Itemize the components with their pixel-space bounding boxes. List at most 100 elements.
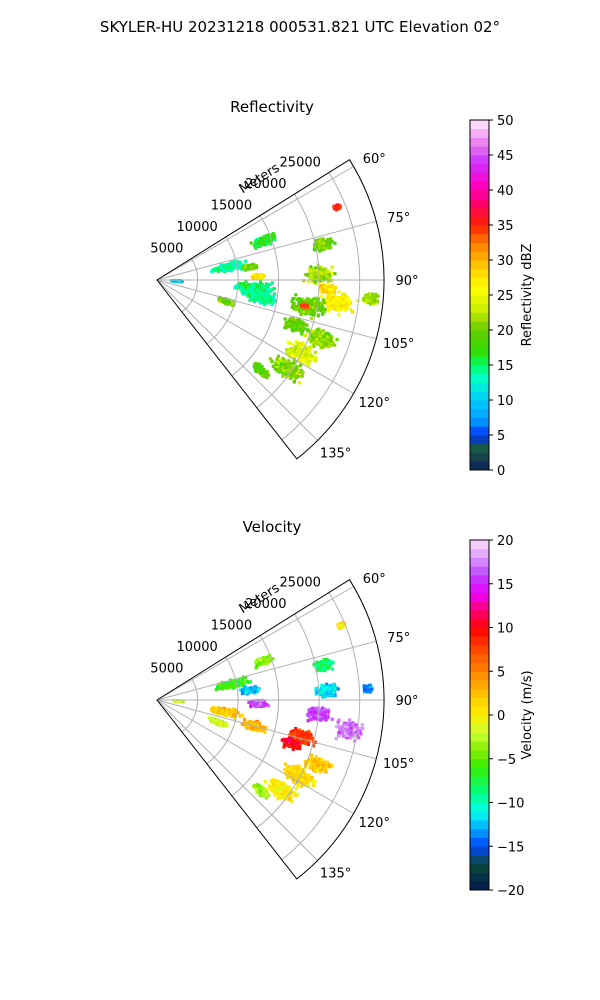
echo-gate bbox=[328, 293, 332, 297]
echo-gate bbox=[324, 338, 328, 342]
echo-gate bbox=[332, 293, 336, 297]
echo-gate bbox=[216, 708, 221, 712]
echo-gate bbox=[336, 720, 340, 724]
colorbar-step bbox=[470, 251, 489, 261]
range-tick-label: 10000 bbox=[176, 220, 217, 235]
echo-gate bbox=[264, 240, 268, 244]
echo-gate bbox=[330, 265, 334, 269]
echo-gate bbox=[315, 342, 320, 346]
echo-gate bbox=[270, 359, 274, 363]
echo-gate bbox=[265, 288, 269, 292]
echo-gate bbox=[308, 356, 312, 360]
echo-gate bbox=[262, 704, 266, 708]
echo-gate bbox=[285, 350, 289, 354]
echo-gate bbox=[258, 700, 262, 704]
echo-gate bbox=[304, 273, 308, 277]
echo-gate bbox=[326, 709, 330, 713]
echo-gate bbox=[361, 726, 365, 731]
echo-gate bbox=[259, 729, 263, 733]
echo-gate bbox=[353, 739, 357, 743]
echo-gate bbox=[278, 370, 282, 374]
echo-gate bbox=[210, 708, 214, 712]
echo-gate bbox=[322, 343, 327, 347]
echo-gate bbox=[241, 722, 245, 727]
echo-gate bbox=[344, 298, 348, 302]
echo-gate bbox=[306, 328, 310, 332]
echo-gate bbox=[223, 723, 227, 727]
echo-gate bbox=[233, 260, 237, 264]
echo-gate bbox=[375, 294, 379, 298]
echo-gate bbox=[296, 371, 300, 375]
echo-gate bbox=[247, 700, 251, 705]
echo-gate bbox=[290, 299, 294, 303]
echo-gate bbox=[214, 687, 218, 692]
echo-gate bbox=[330, 667, 335, 671]
echo-gate bbox=[262, 728, 266, 732]
echo-gate bbox=[318, 244, 322, 248]
echo-gate bbox=[250, 726, 254, 730]
echo-gate bbox=[297, 381, 301, 385]
echo-gate bbox=[287, 347, 291, 351]
echo-gate bbox=[317, 249, 322, 253]
echo-gate bbox=[375, 299, 379, 303]
echo-gate bbox=[316, 664, 320, 668]
echo-gate bbox=[338, 308, 342, 312]
echo-gate bbox=[319, 288, 323, 292]
echo-gate bbox=[244, 264, 248, 268]
echo-gate bbox=[243, 723, 247, 727]
echo-gate bbox=[326, 239, 330, 243]
echo-gate bbox=[231, 303, 235, 307]
echo-gate bbox=[332, 686, 336, 691]
echo-gate bbox=[288, 353, 292, 358]
echo-gate bbox=[293, 368, 297, 373]
echo-gate bbox=[317, 715, 321, 719]
echo-gate bbox=[333, 685, 337, 689]
echo-gate bbox=[291, 361, 295, 366]
echo-gate bbox=[249, 720, 253, 724]
echo-gate bbox=[257, 244, 261, 248]
echo-gate bbox=[254, 666, 258, 670]
echo-gate bbox=[250, 295, 255, 299]
echo-gate bbox=[319, 330, 323, 334]
echo-gate bbox=[253, 362, 257, 366]
colorbar-step bbox=[470, 461, 489, 471]
echo-gate bbox=[337, 718, 341, 722]
echo-gate bbox=[177, 279, 181, 283]
echo-gate bbox=[335, 338, 339, 342]
colorbar-step bbox=[470, 198, 489, 208]
colorbar-step bbox=[470, 303, 489, 313]
echo-gate bbox=[254, 364, 258, 368]
echo-gate bbox=[351, 724, 355, 728]
echo-gate bbox=[306, 719, 310, 723]
echo-gate bbox=[279, 362, 284, 366]
echo-gate bbox=[266, 704, 271, 708]
echo-gate bbox=[327, 340, 331, 344]
echo-gate bbox=[249, 688, 253, 692]
echo-gate bbox=[346, 303, 350, 307]
echo-gate bbox=[262, 368, 266, 372]
echo-gate bbox=[311, 271, 315, 275]
colorbar-step bbox=[470, 163, 489, 173]
echo-gate bbox=[258, 722, 262, 726]
echo-gate bbox=[290, 305, 294, 309]
echo-gate bbox=[337, 724, 341, 728]
echo-gate bbox=[324, 243, 328, 247]
echo-gate bbox=[275, 360, 279, 364]
echo-gate bbox=[252, 267, 256, 271]
echo-gate bbox=[328, 687, 333, 691]
colorbar-tick-label: 50 bbox=[497, 114, 514, 129]
echo-gate bbox=[287, 370, 291, 374]
echo-gate bbox=[229, 680, 233, 684]
echo-gate bbox=[317, 239, 321, 243]
colorbar-step bbox=[470, 365, 489, 375]
echo-gate bbox=[329, 237, 333, 241]
echo-gate bbox=[320, 312, 324, 316]
echo-gate bbox=[324, 712, 328, 716]
echo-gate bbox=[315, 335, 319, 339]
echo-gate bbox=[283, 317, 287, 321]
echo-gate bbox=[368, 295, 372, 299]
velocity-title: Velocity bbox=[243, 518, 302, 536]
echo-gate bbox=[213, 269, 217, 273]
echo-gate bbox=[256, 688, 260, 692]
